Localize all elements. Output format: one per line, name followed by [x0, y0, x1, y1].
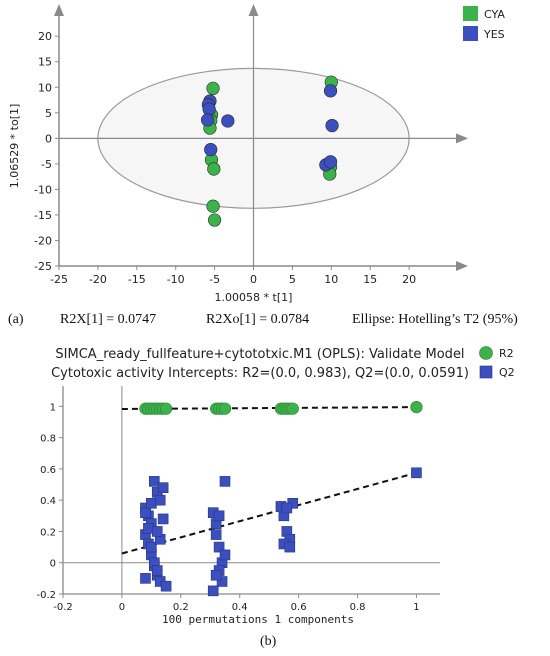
x-tick-label: 1 [413, 602, 419, 613]
legend-swatch-yes [463, 26, 478, 41]
q2-point [143, 523, 154, 534]
chart-subtitle: Cytotoxic activity Intercepts: R2=(0.0, … [51, 366, 469, 381]
x-tick-label: 0.6 [291, 602, 307, 613]
r2-point [286, 402, 299, 415]
legend-label-q2: Q2 [499, 366, 515, 379]
x-axis-label: 100 permutations 1 components [162, 613, 354, 626]
q2-point [146, 541, 157, 553]
y-tick-label: 0 [50, 559, 56, 570]
q2-point [160, 580, 172, 592]
y-tick-label: 0.8 [40, 434, 56, 445]
y-tick-label: -20 [34, 234, 52, 247]
panel-a-stat-r2xo: R2Xo[1] = 0.0784 [206, 312, 310, 327]
chart-title: SIMCA_ready_fullfeature+cytototxic.M1 (O… [55, 347, 464, 362]
panel-a-stat-ellipse: Ellipse: Hotelling’s T2 (95%) [352, 312, 518, 327]
y-tick-label: -5 [41, 158, 52, 171]
yes-point [323, 84, 338, 98]
q2-point [154, 494, 166, 506]
yes-point [204, 142, 218, 157]
q2-point [210, 529, 222, 540]
q2-trend-line [121, 471, 417, 555]
x-tick-label: 0.8 [350, 602, 366, 613]
r2-point [159, 402, 173, 415]
q2-point [213, 510, 225, 522]
cya-point [206, 199, 220, 213]
permutation-validation-plot: SIMCA_ready_fullfeature+cytototxic.M1 (O… [36, 346, 515, 626]
q2-point [157, 482, 169, 493]
x-axis-label: 1.00058 * t[1] [215, 291, 293, 304]
y-tick-label: 0.4 [40, 496, 56, 507]
yes-point [325, 118, 339, 133]
q2-point [146, 497, 157, 509]
yes-point [221, 114, 235, 128]
x-tick-label: 10 [324, 273, 338, 286]
y-tick-label: 20 [38, 30, 52, 43]
q2-point [210, 569, 222, 581]
x-tick-label: 15 [363, 273, 377, 286]
cya-point [208, 213, 222, 227]
opls-score-plot: -25 -20 -15 -10 -5 0 5 10 15 20 -25 -20 -15 -10 -5 0 5 10… [8, 4, 505, 304]
legend-swatch-cya [463, 6, 478, 21]
y-tick-label: 0 [45, 132, 52, 145]
q2-point [140, 573, 151, 584]
x-axis-arrow [456, 261, 468, 271]
legend-label-cya: CYA [484, 8, 505, 21]
x-tick-label: -25 [50, 273, 68, 286]
q2-point [149, 476, 160, 487]
cya-point [207, 162, 221, 176]
q2-point [207, 585, 219, 597]
x-tick-label: -5 [209, 273, 220, 286]
x-tick-label: -15 [128, 273, 146, 286]
y-axis-arrow [54, 4, 64, 16]
r2-trend-line [121, 406, 417, 410]
q2-point [157, 513, 169, 525]
q2-point [284, 541, 296, 553]
yes-point [200, 113, 215, 127]
panel-a-stat-r2x: R2X[1] = 0.0747 [60, 312, 157, 327]
y-tick-label: -10 [34, 183, 52, 196]
q2-point [281, 502, 293, 514]
x-tick-label: 0.2 [173, 602, 189, 613]
x-tick-label: 0 [250, 273, 257, 286]
panel-b-label: (b) [260, 634, 277, 649]
y-tick-label: 5 [45, 107, 52, 120]
x-tick-label: -0.2 [53, 602, 73, 613]
y-tick-label: 0.6 [40, 465, 56, 476]
y-tick-label: 10 [38, 81, 52, 94]
r2-point [218, 402, 232, 415]
legend-marker-r2 [479, 346, 493, 360]
y-tick-label: 0.2 [40, 527, 56, 538]
x-axis-arrow [456, 133, 468, 144]
yes-point [323, 155, 338, 169]
q2-point [151, 526, 163, 537]
q2-point [213, 541, 225, 553]
y-tick-label: 15 [38, 56, 52, 69]
cya-point [206, 81, 220, 95]
x-tick-label: 0 [119, 602, 125, 613]
legend-marker-q2 [479, 365, 493, 379]
q2-point [151, 565, 163, 576]
legend-label-r2: R2 [499, 347, 514, 360]
q2-point [219, 476, 231, 487]
y-tick-label: -15 [34, 209, 52, 222]
panel-a-label: (a) [8, 312, 24, 327]
r2-point [410, 401, 423, 414]
x-tick-label: 0.4 [232, 602, 248, 613]
y-tick-label: -25 [34, 260, 52, 273]
y-axis-label: 1.06529 * to[1] [8, 104, 21, 189]
q2-point [219, 549, 231, 561]
x-tick-label: 20 [402, 273, 416, 286]
y-tick-label: 1 [50, 402, 56, 413]
y-axis-arrow [248, 4, 259, 16]
q2-point [216, 576, 228, 587]
x-tick-label: 5 [289, 273, 296, 286]
legend-label-yes: YES [483, 28, 505, 41]
y-tick-label: -0.2 [36, 590, 56, 601]
q2-point [411, 467, 422, 479]
q2-point [140, 507, 151, 518]
x-tick-label: -10 [167, 273, 185, 286]
x-tick-label: -20 [89, 273, 107, 286]
